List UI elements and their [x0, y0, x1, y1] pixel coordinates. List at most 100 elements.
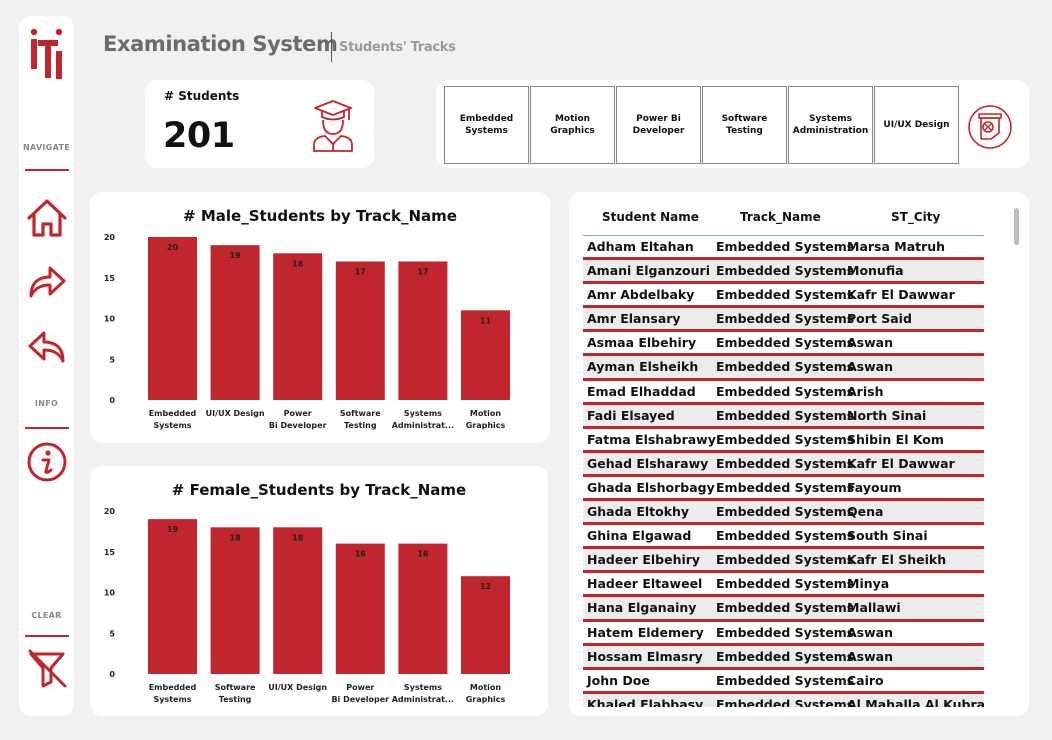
table-row[interactable]: Amani Elganzouri Embedded Systems Monufia — [583, 260, 984, 285]
sidebar: NAVIGATE INFO CLEAR — [19, 16, 74, 716]
navigate-divider — [25, 169, 69, 171]
column-header-track-name[interactable]: Track_Name — [740, 210, 821, 224]
male-chart-x-tick-label: Software — [340, 409, 381, 418]
table-row[interactable]: Emad Elhaddad Embedded Systems Arish — [583, 381, 984, 405]
male-chart-bar[interactable] — [398, 261, 448, 400]
male-chart-bar[interactable] — [210, 245, 260, 400]
table-row[interactable]: Hatem Eldemery Embedded Systems Aswan — [583, 622, 984, 646]
graduate-student-icon — [313, 100, 353, 152]
track-button-software-testing[interactable]: Software Testing — [702, 86, 787, 164]
table-row[interactable]: Ghada Eltokhy Embedded Systems Qena — [583, 501, 984, 526]
clear-filter-icon[interactable] — [25, 646, 69, 690]
table-row[interactable]: Gehad Elsharawy Embedded Systems Kafr El D… — [583, 452, 984, 477]
track-button-embedded-systems[interactable]: Embedded Systems — [444, 86, 529, 164]
track-button-motion-graphics[interactable]: Motion Graphics — [530, 86, 615, 164]
female-chart-bar[interactable] — [461, 576, 510, 674]
column-header-student-name[interactable]: Student Name — [602, 210, 699, 224]
table-row[interactable]: Khaled Elabbasy Embedded Systems Al Mahall… — [583, 693, 984, 707]
female-chart-x-tick-label: UI/UX Design — [268, 683, 327, 692]
female-chart-x-tick-label: Embedded — [149, 683, 197, 692]
track-name-cell: Embedded Systems — [716, 552, 855, 568]
male-chart-x-tick-label: Embedded — [149, 409, 197, 418]
student-name-cell: Hadeer Eltaweel — [587, 576, 703, 592]
female-chart-bar[interactable] — [398, 543, 448, 674]
table-row[interactable]: Hana Elganainy Embedded Systems Mallawi — [583, 597, 984, 622]
female-chart-y-tick-label: 0 — [109, 670, 115, 679]
table-row[interactable]: Hossam Elmasry Embedded Systems Aswan — [583, 645, 984, 670]
city-cell: Cairo — [847, 672, 884, 688]
male-chart-bar[interactable] — [335, 261, 385, 400]
track-button-power-bi-developer[interactable]: Power Bi Developer — [616, 86, 701, 164]
track-name-cell: Embedded Systems — [716, 648, 855, 664]
student-name-cell: Hadeer Elbehiry — [587, 552, 701, 568]
column-header-city[interactable]: ST_City — [891, 210, 941, 224]
female-chart-bar[interactable] — [210, 527, 260, 674]
student-name-cell: Asmaa Elbehiry — [587, 335, 697, 351]
city-cell: Fayoum — [847, 479, 902, 495]
info-icon[interactable] — [25, 440, 69, 484]
back-arrow-icon[interactable] — [25, 323, 69, 367]
table-row[interactable]: Hadeer Elbehiry Embedded Systems Kafr El S… — [583, 549, 984, 574]
table-row[interactable]: Amr Abdelbaky Embedded Systems Kafr El Daw… — [583, 284, 984, 309]
female-chart-bar[interactable] — [273, 527, 323, 674]
track-name-cell: Embedded Systems — [716, 239, 855, 254]
female-chart-data-label: 16 — [355, 550, 367, 559]
student-name-cell: John Doe — [587, 672, 650, 688]
track-slicer-card: Embedded Systems Motion Graphics Power B… — [436, 80, 1029, 168]
table-row[interactable]: John Doe Embedded Systems Cairo — [583, 670, 984, 694]
track-button-systems-administration[interactable]: Systems Administration — [788, 86, 873, 164]
male-chart-bar[interactable] — [273, 253, 323, 400]
track-name-cell: Embedded Systems — [716, 359, 855, 375]
student-name-cell: Emad Elhaddad — [587, 383, 696, 399]
student-name-cell: Hatem Eldemery — [587, 624, 704, 640]
table-row[interactable]: Amr Elansary Embedded Systems Port Said — [583, 308, 984, 333]
male-chart-y-tick-label: 20 — [104, 233, 116, 242]
clear-divider — [25, 635, 69, 637]
table-row[interactable]: Adham Eltahan Embedded Systems Marsa Matru… — [583, 236, 984, 261]
track-button-ui-ux-design[interactable]: UI/UX Design — [874, 86, 959, 164]
city-cell: Kafr El Dawwar — [847, 287, 955, 303]
table-scrollbar[interactable] — [1014, 208, 1019, 245]
female-chart-data-label: 19 — [167, 525, 179, 534]
female-students-chart-card: # Female_Students by Track_Name 0 5 10 15 20… — [90, 466, 548, 716]
student-name-cell: Amani Elganzouri — [587, 263, 710, 279]
track-name-cell: Embedded Systems — [716, 383, 855, 399]
male-chart-data-label: 17 — [355, 267, 366, 276]
male-chart-y-tick-label: 10 — [104, 315, 116, 324]
female-chart-bar[interactable] — [335, 543, 385, 674]
table-row[interactable]: Ghina Elgawad Embedded Systems South Sinai — [583, 525, 984, 550]
table-row[interactable]: Ayman Elsheikh Embedded Systems Aswan — [583, 356, 984, 381]
home-icon[interactable] — [25, 196, 69, 240]
table-row[interactable]: Asmaa Elbehiry Embedded Systems Aswan — [583, 332, 984, 357]
male-chart-bar[interactable] — [148, 237, 197, 400]
iti-logo — [30, 28, 63, 79]
male-chart-x-tick-label: Bi Developer — [269, 421, 327, 430]
students-table-card: Student Name Track_Name ST_City Adham El… — [569, 192, 1029, 716]
table-row[interactable]: Hadeer Eltaweel Embedded Systems Minya — [583, 573, 984, 598]
male-chart-data-label: 19 — [230, 251, 242, 260]
city-cell: Minya — [847, 576, 890, 592]
table-row[interactable]: Fatma Elshabrawy Embedded Systems Shibin E… — [583, 429, 984, 453]
city-cell: Kafr El Sheikh — [847, 552, 947, 568]
student-name-cell: Fadi Elsayed — [587, 407, 675, 423]
kpi-card-students: # Students 201 — [145, 80, 374, 168]
female-chart-y-tick-label: 5 — [109, 629, 115, 638]
male-chart-data-label: 11 — [480, 316, 492, 325]
kpi-value: 201 — [163, 116, 235, 156]
table-row[interactable]: Fadi Elsayed Embedded Systems North Sinai — [583, 404, 984, 429]
table-row[interactable]: Ghada Elshorbagy Embedded Systems Fayoum — [583, 477, 984, 502]
male-chart-x-tick-label: Graphics — [466, 421, 506, 430]
clear-selection-icon[interactable] — [966, 103, 1014, 151]
female-chart-bar[interactable] — [148, 519, 197, 674]
info-divider — [25, 427, 69, 429]
male-chart-bar[interactable] — [461, 310, 510, 400]
city-cell: Monufia — [847, 263, 904, 279]
forward-arrow-icon[interactable] — [25, 258, 69, 302]
city-cell: Aswan — [847, 359, 893, 375]
male-chart-x-tick-label: Systems — [404, 409, 442, 418]
city-cell: Kafr El Dawwar — [847, 455, 955, 471]
female-chart-data-label: 18 — [292, 533, 304, 542]
male-students-bar-chart: 0 5 10 15 20 20 Embedded Systems 19 UI/UX Design 1… — [104, 233, 510, 430]
track-name-cell: Embedded Systems — [716, 287, 855, 303]
female-chart-x-tick-label: Power — [346, 683, 374, 692]
